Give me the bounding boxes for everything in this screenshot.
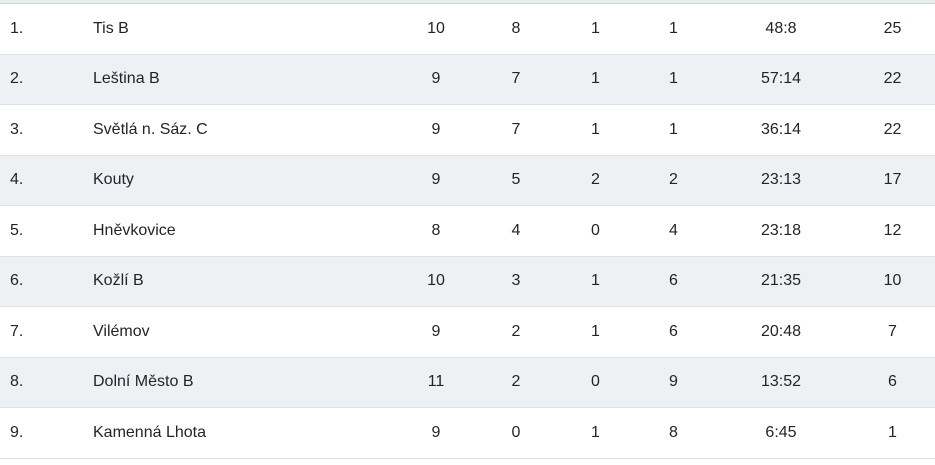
draws-cell: 1 <box>591 71 600 88</box>
team-name-cell: Leština B <box>93 71 160 88</box>
goal-score-cell: 20:48 <box>760 323 802 340</box>
matches-played-cell: 10 <box>427 20 445 37</box>
points-cell: 10 <box>883 273 902 290</box>
draws-cell: 1 <box>591 121 600 138</box>
points-cell: 7 <box>888 323 897 340</box>
table-row: 3. Světlá n. Sáz. C 9 7 1 1 36:14 22 <box>0 105 935 156</box>
draws-cell: 1 <box>591 323 600 340</box>
wins-cell: 2 <box>511 323 521 340</box>
rank-cell: 6. <box>10 273 24 290</box>
losses-cell: 4 <box>669 222 678 239</box>
draws-cell: 1 <box>591 273 600 290</box>
rank-cell: 5. <box>10 222 24 239</box>
losses-cell: 9 <box>669 374 678 391</box>
table-row: 5. Hněvkovice 8 4 0 4 23:18 12 <box>0 206 935 257</box>
table-row: 1. Tis B 10 8 1 1 48:8 25 <box>0 4 935 55</box>
team-name-cell: Dolní Město B <box>93 374 194 391</box>
wins-cell: 7 <box>511 121 521 138</box>
losses-cell: 1 <box>669 20 678 37</box>
losses-cell: 6 <box>669 323 678 340</box>
draws-cell: 1 <box>591 424 600 441</box>
rank-cell: 8. <box>10 374 24 391</box>
points-cell: 22 <box>883 121 902 138</box>
goal-score-cell: 23:13 <box>760 172 802 189</box>
wins-cell: 5 <box>511 172 521 189</box>
matches-played-cell: 9 <box>431 71 441 88</box>
standings-rows: 1. Tis B 10 8 1 1 48:8 25 2. Leština B 9… <box>0 4 935 464</box>
matches-played-cell: 9 <box>431 172 441 189</box>
wins-cell: 4 <box>511 222 521 239</box>
table-row: 8. Dolní Město B 11 2 0 9 13:52 6 <box>0 357 935 408</box>
goal-score-cell: 6:45 <box>765 424 797 441</box>
rank-cell: 4. <box>10 172 24 189</box>
matches-played-cell: 9 <box>431 121 441 138</box>
goal-score-cell: 36:14 <box>760 121 802 138</box>
matches-played-cell: 9 <box>431 424 441 441</box>
team-name-cell: Kouty <box>93 172 134 189</box>
wins-cell: 8 <box>511 20 521 37</box>
draws-cell: 1 <box>591 20 600 37</box>
table-row: 6. Kožlí B 10 3 1 6 21:35 10 <box>0 256 935 307</box>
team-name-cell: Kamenná Lhota <box>93 424 206 441</box>
team-name-cell: Tis B <box>93 20 129 37</box>
draws-cell: 0 <box>591 374 600 391</box>
rank-cell: 1. <box>10 20 24 37</box>
rank-cell: 3. <box>10 121 24 138</box>
table-row: 7. Vilémov 9 2 1 6 20:48 7 <box>0 307 935 358</box>
table-top-edge-remnant <box>0 0 935 4</box>
points-cell: 6 <box>888 374 897 391</box>
losses-cell: 8 <box>669 424 678 441</box>
table-row: 2. Leština B 9 7 1 1 57:14 22 <box>0 54 935 105</box>
table-row: 9. Kamenná Lhota 9 0 1 8 6:45 1 <box>0 408 935 459</box>
points-cell: 25 <box>883 20 902 37</box>
draws-cell: 0 <box>591 222 600 239</box>
goal-score-cell: 57:14 <box>760 71 802 88</box>
draws-cell: 2 <box>591 172 600 189</box>
losses-cell: 1 <box>669 71 678 88</box>
rank-cell: 2. <box>10 71 24 88</box>
goal-score-cell: 48:8 <box>765 20 797 37</box>
rank-cell: 9. <box>10 424 24 441</box>
matches-played-cell: 10 <box>427 273 445 290</box>
goal-score-cell: 13:52 <box>760 374 802 391</box>
losses-cell: 2 <box>669 172 678 189</box>
goal-score-cell: 21:35 <box>760 273 802 290</box>
matches-played-cell: 11 <box>427 374 445 391</box>
table-row: 4. Kouty 9 5 2 2 23:13 17 <box>0 155 935 206</box>
wins-cell: 3 <box>511 273 521 290</box>
wins-cell: 0 <box>511 424 521 441</box>
points-cell: 17 <box>883 172 902 189</box>
wins-cell: 7 <box>511 71 521 88</box>
losses-cell: 6 <box>669 273 678 290</box>
team-name-cell: Hněvkovice <box>93 222 176 239</box>
team-name-cell: Vilémov <box>93 323 150 340</box>
losses-cell: 1 <box>669 121 678 138</box>
team-name-cell: Kožlí B <box>93 273 144 290</box>
wins-cell: 2 <box>511 374 521 391</box>
matches-played-cell: 9 <box>431 323 441 340</box>
goal-score-cell: 23:18 <box>760 222 802 239</box>
matches-played-cell: 8 <box>431 222 441 239</box>
points-cell: 1 <box>888 424 897 441</box>
rank-cell: 7. <box>10 323 24 340</box>
points-cell: 12 <box>883 222 902 239</box>
points-cell: 22 <box>883 71 902 88</box>
team-name-cell: Světlá n. Sáz. C <box>93 121 208 138</box>
